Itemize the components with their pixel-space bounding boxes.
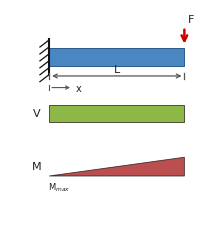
Text: V: V	[33, 109, 40, 119]
Bar	[49, 49, 184, 67]
Bar	[49, 106, 184, 122]
Text: L: L	[114, 64, 120, 75]
Text: M$_{max}$: M$_{max}$	[48, 181, 70, 193]
Polygon shape	[49, 158, 184, 176]
Text: F: F	[188, 15, 194, 25]
Text: M: M	[32, 161, 41, 171]
Text: x: x	[75, 83, 81, 93]
